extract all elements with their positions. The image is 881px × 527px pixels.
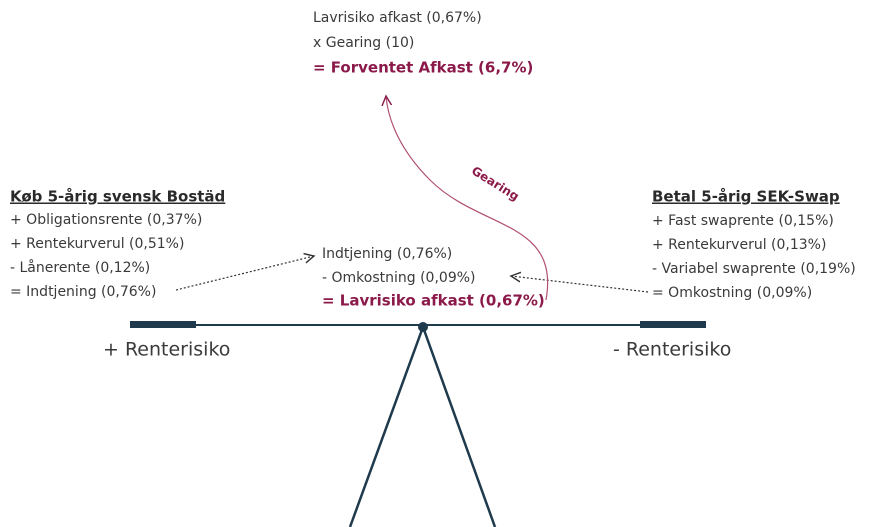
top-result: = Forventet Afkast (6,7%) [313, 59, 533, 77]
pivot [418, 322, 428, 332]
scale-pan [130, 321, 196, 328]
left-line: + Obligationsrente (0,37%) [10, 212, 202, 228]
right-line: + Rentekurverul (0,13%) [652, 237, 826, 253]
scale-pan [640, 321, 706, 328]
gearing-label: Gearing [469, 164, 522, 204]
left-line: - Lånerente (0,12%) [10, 259, 150, 276]
center-line: Indtjening (0,76%) [322, 246, 452, 262]
scale-leg [348, 326, 425, 527]
gearing-arrow [386, 96, 549, 301]
scale-left-label: + Renterisiko [103, 339, 230, 361]
scale-leg [421, 326, 497, 527]
right-line: - Variabel swaprente (0,19%) [652, 261, 856, 277]
scale-right-label: - Renterisiko [613, 339, 731, 361]
center-result: = Lavrisiko afkast (0,67%) [322, 292, 545, 310]
left-line: + Rentekurverul (0,51%) [10, 236, 184, 252]
right-title: Betal 5-årig SEK-Swap [652, 188, 840, 206]
arrow [511, 276, 649, 293]
top-line: Lavrisiko afkast (0,67%) [313, 10, 482, 26]
right-line: + Fast swaprente (0,15%) [652, 213, 834, 229]
arrow [175, 256, 314, 291]
right-line: = Omkostning (0,09%) [652, 285, 812, 301]
left-title: Køb 5-årig svensk Bostäd [10, 188, 225, 206]
left-line: = Indtjening (0,76%) [10, 284, 156, 300]
center-line: - Omkostning (0,09%) [322, 270, 476, 286]
top-line: x Gearing (10) [313, 35, 414, 51]
